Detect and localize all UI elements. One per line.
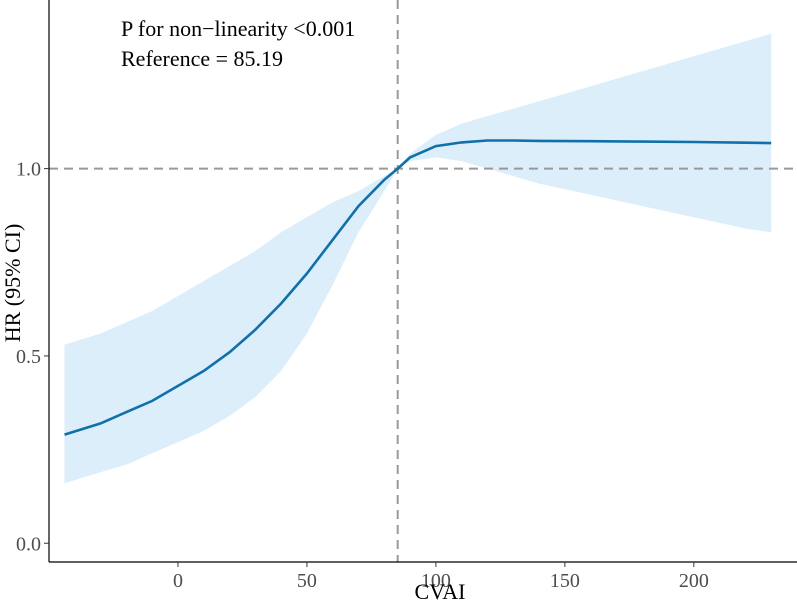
y-tick-label: 1.0 (16, 159, 41, 181)
hazard-ratio-line (64, 139, 772, 436)
x-tick-label: 0 (173, 570, 183, 592)
x-tick-label: 150 (550, 570, 580, 592)
x-axis-title: CVAI (415, 579, 466, 603)
x-tick-label: 50 (297, 570, 317, 592)
confidence-band (64, 33, 772, 484)
y-tick-label: 0.0 (16, 533, 41, 555)
p-nonlinearity-annotation: P for non−linearity <0.001 (121, 16, 355, 41)
y-axis-title: HR (95% CI) (0, 224, 25, 343)
reference-annotation: Reference = 85.19 (121, 46, 283, 71)
x-axis-ticks: 0 50 100 150 200 (173, 562, 709, 592)
y-tick-label: 0.5 (16, 346, 41, 368)
x-tick-label: 200 (679, 570, 709, 592)
x-tick-label: 100 (421, 570, 451, 592)
y-axis-ticks: 0.0 0.5 1.0 (16, 159, 49, 555)
plot-area (49, 0, 797, 562)
